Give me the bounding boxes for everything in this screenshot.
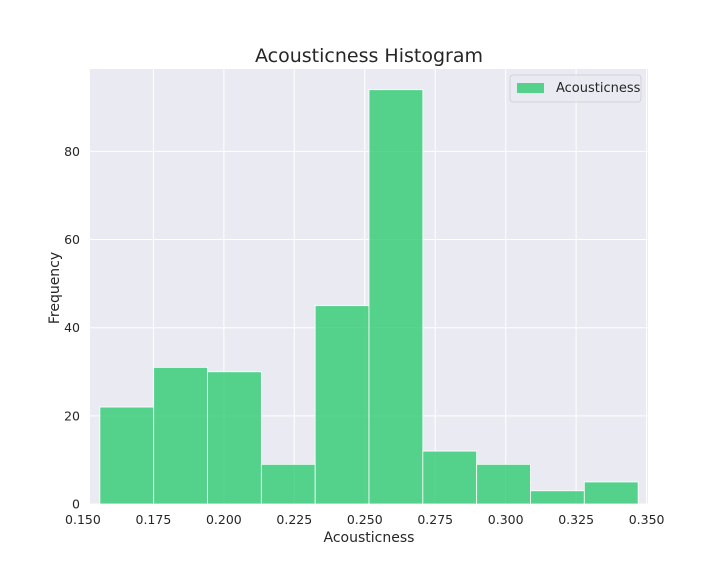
legend-swatch [517, 83, 544, 93]
x-tick-label: 0.200 [206, 512, 242, 527]
histogram-bar [207, 371, 262, 505]
histogram-bar [314, 305, 370, 505]
y-tick-label: 80 [64, 144, 80, 159]
x-tick-label: 0.225 [276, 512, 312, 527]
histogram-bars [99, 89, 639, 505]
y-tick-label: 20 [64, 408, 80, 423]
x-axis-label: Acousticness [324, 530, 415, 546]
chart-title: Acousticness Histogram [255, 45, 483, 67]
histogram-bar [476, 463, 531, 505]
histogram-bar [422, 450, 478, 505]
legend-label: Acousticness [556, 81, 641, 96]
legend-box [509, 74, 642, 103]
x-tick-label: 0.275 [417, 512, 453, 527]
histogram-bar [260, 463, 316, 505]
histogram-bar [99, 406, 155, 505]
x-axis-ticks: 0.150 0.175 0.200 0.225 0.250 0.275 0.300 0.325… [65, 512, 664, 527]
histogram-bar [368, 89, 424, 505]
x-tick-label: 0.350 [629, 512, 665, 527]
histogram-bar [153, 366, 208, 505]
x-tick-label: 0.300 [488, 512, 524, 527]
x-tick-label: 0.150 [65, 512, 101, 527]
histogram-bar [583, 481, 639, 505]
x-tick-label: 0.325 [558, 512, 594, 527]
x-tick-label: 0.250 [347, 512, 383, 527]
x-tick-label: 0.175 [136, 512, 172, 527]
y-tick-label: 0 [72, 497, 80, 512]
histogram-bar [530, 490, 585, 505]
legend: Acousticness [509, 74, 642, 103]
y-tick-label: 60 [64, 232, 80, 247]
y-axis-label: Frequency [47, 252, 63, 324]
y-tick-label: 40 [64, 320, 80, 335]
y-axis-ticks: 0 20 40 60 80 [64, 144, 80, 512]
